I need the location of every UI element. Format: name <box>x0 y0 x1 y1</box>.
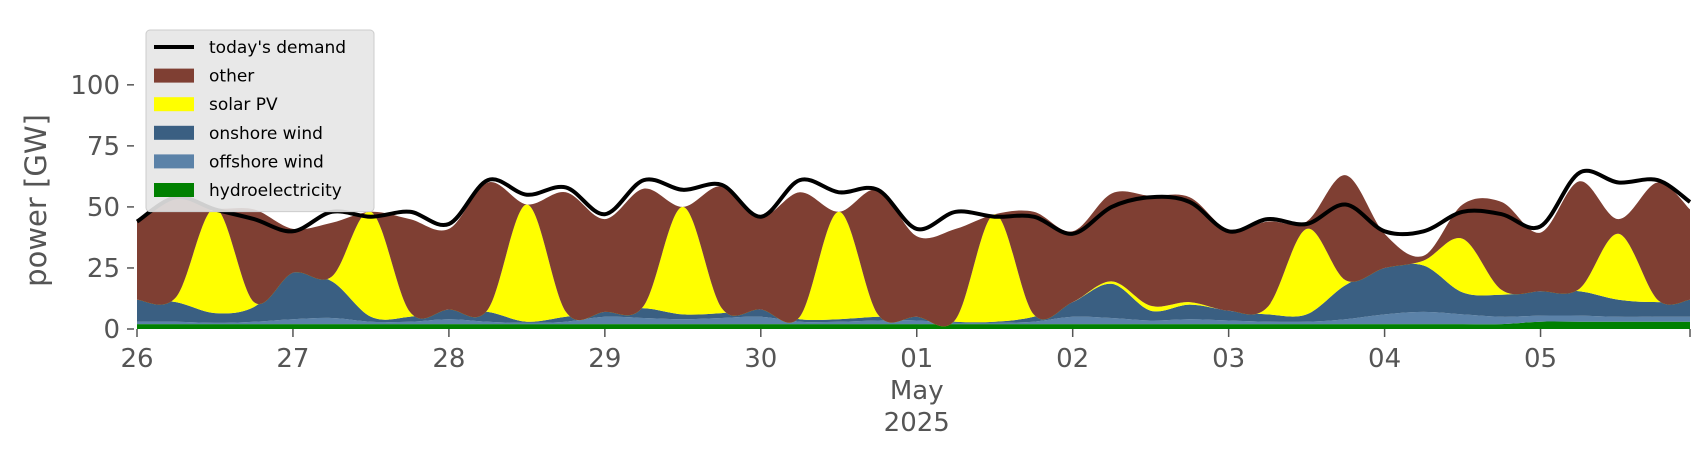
legend-label-today-s-demand: today's demand <box>209 38 346 58</box>
legend-swatch-other <box>154 68 194 83</box>
y-tick-label: 100 <box>70 71 120 101</box>
x-tick-label: 02 <box>1056 344 1089 374</box>
x-tick-label: 05 <box>1524 344 1557 374</box>
area-solar-pv <box>137 204 1690 327</box>
y-axis-label: power [GW] <box>19 114 53 287</box>
x-axis: May 2025 26 27 28 29 30 01 02 03 04 05 <box>120 329 1691 438</box>
stacked-areas <box>137 175 1690 329</box>
y-tick-label: 50 <box>87 193 120 223</box>
y-tick-label: 0 <box>103 315 120 345</box>
x-tick-label: 30 <box>744 344 777 374</box>
demand-line-layer <box>135 168 1692 237</box>
x-tick-label: 28 <box>432 344 465 374</box>
legend-swatch-hydroelectricity <box>154 183 194 197</box>
legend-swatch-onshore-wind <box>154 125 194 140</box>
legend-frame <box>145 29 375 213</box>
x-tick-label: 03 <box>1212 344 1245 374</box>
x-tick-label: 26 <box>120 344 153 374</box>
x-month-label: May <box>890 376 944 406</box>
x-year-label: 2025 <box>884 408 950 438</box>
legend-label-solar-pv: solar PV <box>209 95 278 115</box>
legend-label-offshore-wind: offshore wind <box>209 152 324 172</box>
y-tick-label: 75 <box>87 132 120 162</box>
legend-swatch-offshore-wind <box>154 154 194 169</box>
area-onshore-wind <box>137 263 1690 324</box>
legend: today's demand other solar PV onshore wind o… <box>145 29 375 213</box>
x-tick-label: 01 <box>900 344 933 374</box>
area-other <box>137 175 1690 327</box>
area-offshore-wind <box>137 311 1690 325</box>
legend-label-hydroelectricity: hydroelectricity <box>209 181 342 201</box>
y-tick-label: 25 <box>87 254 120 284</box>
legend-swatch-solar-pv <box>154 97 194 112</box>
demand-line <box>135 168 1692 237</box>
y-axis: 0 25 50 75 100 <box>70 71 134 345</box>
legend-label-other: other <box>209 67 254 87</box>
legend-label-onshore-wind: onshore wind <box>209 124 323 144</box>
area-hydroelectricity <box>137 321 1690 329</box>
x-tick-label: 04 <box>1368 344 1401 374</box>
x-tick-label: 27 <box>276 344 309 374</box>
x-tick-label: 29 <box>588 344 621 374</box>
